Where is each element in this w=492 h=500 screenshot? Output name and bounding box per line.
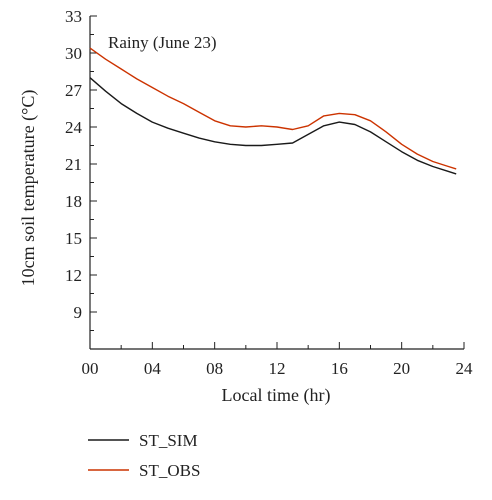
y-tick-label: 15 — [65, 229, 82, 248]
x-tick-label: 00 — [82, 359, 99, 378]
legend: ST_SIM ST_OBS — [88, 431, 200, 480]
series-line-st-sim — [89, 77, 457, 175]
series-layer — [89, 47, 457, 175]
series-line-st-obs — [89, 47, 457, 170]
legend-label: ST_SIM — [139, 431, 198, 450]
y-tick-label: 12 — [65, 266, 82, 285]
x-tick-label: 24 — [456, 359, 474, 378]
y-tick-label: 9 — [74, 303, 83, 322]
y-tick-label: 33 — [65, 7, 82, 26]
y-tick-label: 24 — [65, 118, 83, 137]
y-tick-label: 30 — [65, 44, 82, 63]
x-tick-label: 12 — [269, 359, 286, 378]
x-tick-label: 20 — [393, 359, 410, 378]
axes: 9 12 15 18 21 24 27 30 33 00 04 08 12 16 20 24 — [65, 7, 473, 378]
y-tick-label: 18 — [65, 192, 82, 211]
x-axis-label: Local time (hr) — [222, 385, 331, 406]
y-tick-label: 27 — [65, 81, 83, 100]
x-tick-label: 04 — [144, 359, 162, 378]
x-tick-label: 16 — [331, 359, 348, 378]
y-axis-label: 10cm soil temperature (°C) — [18, 90, 39, 287]
chart-annotation: Rainy (June 23) — [108, 33, 217, 52]
x-tick-label: 08 — [206, 359, 223, 378]
y-tick-label: 21 — [65, 155, 82, 174]
legend-label: ST_OBS — [139, 461, 200, 480]
